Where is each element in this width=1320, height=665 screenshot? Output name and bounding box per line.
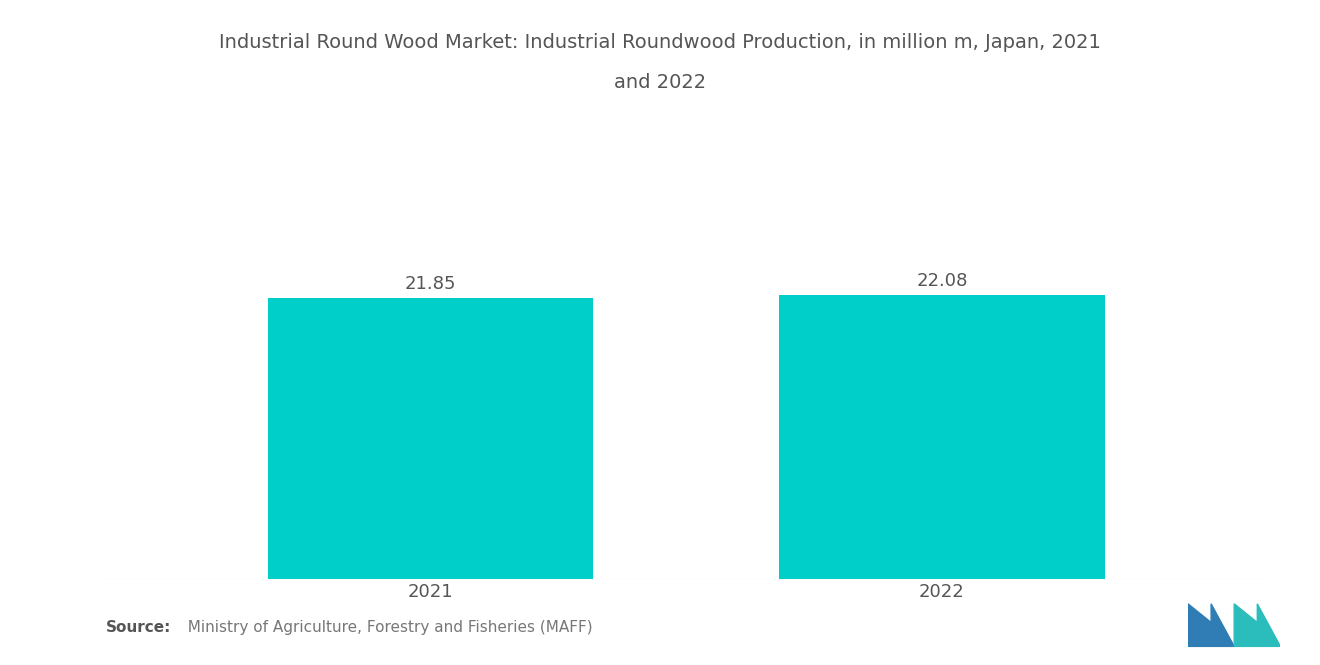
Text: 22.08: 22.08 [916,272,968,290]
Text: Ministry of Agriculture, Forestry and Fisheries (MAFF): Ministry of Agriculture, Forestry and Fi… [178,620,593,635]
Polygon shape [1188,604,1234,646]
Text: Industrial Round Wood Market: Industrial Roundwood Production, in million m, Jap: Industrial Round Wood Market: Industrial… [219,33,1101,53]
Text: 21.85: 21.85 [405,275,457,293]
Text: Source:: Source: [106,620,172,635]
Bar [268,298,594,579]
Bar [779,295,1105,579]
Text: and 2022: and 2022 [614,73,706,92]
Polygon shape [1234,604,1280,646]
